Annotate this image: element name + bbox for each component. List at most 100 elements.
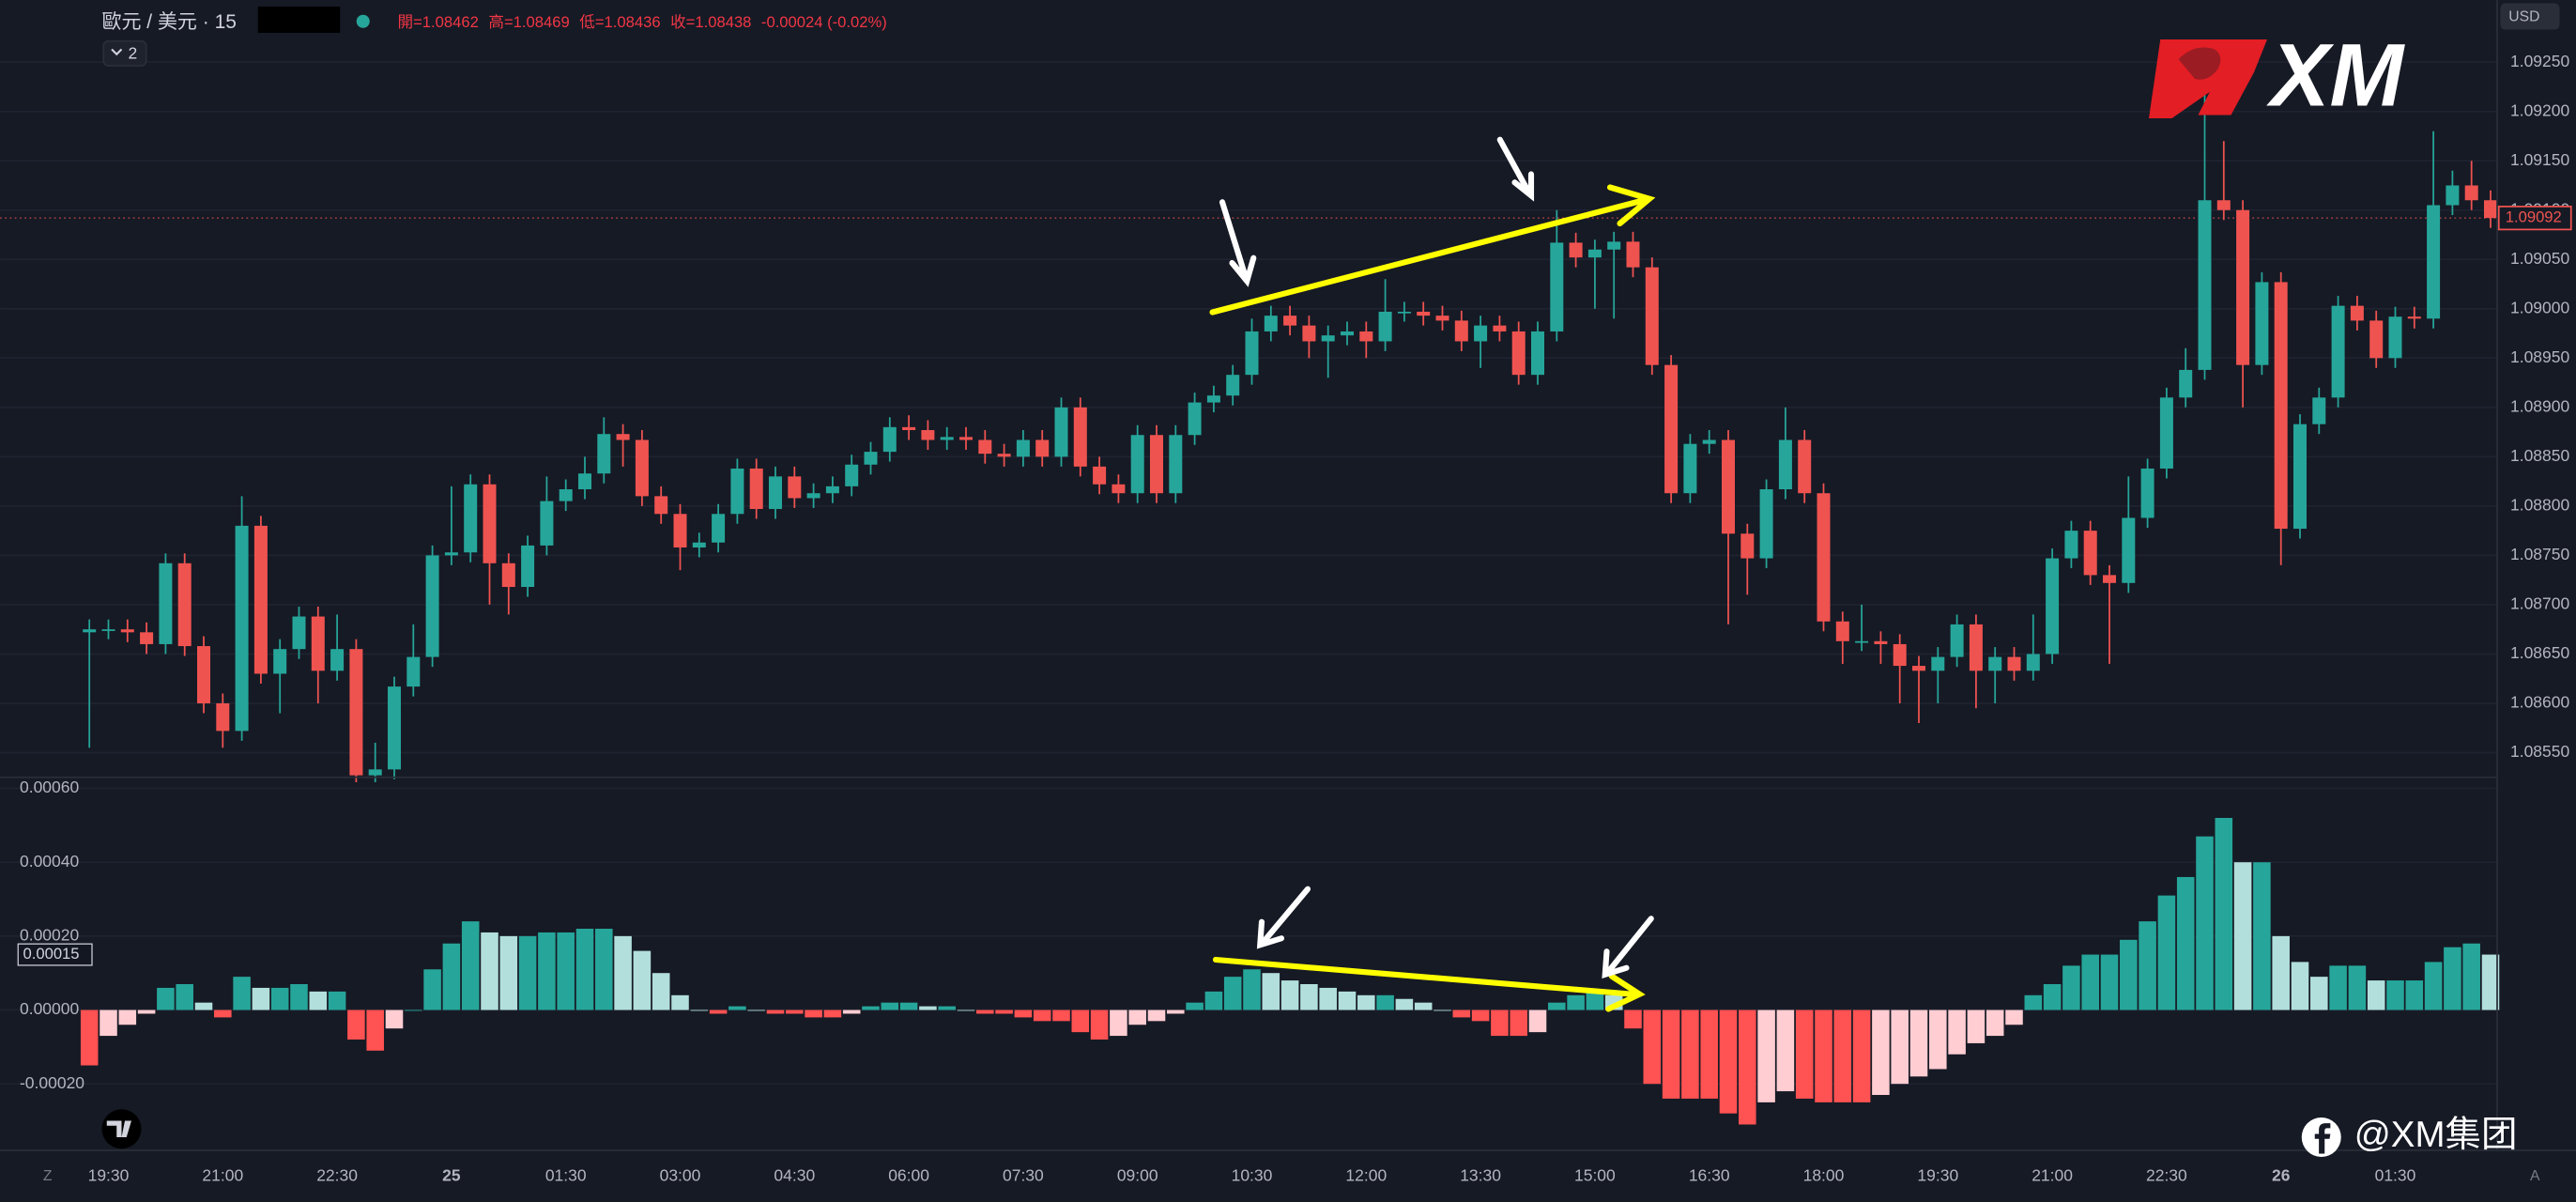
candle-body (1969, 624, 1983, 671)
candle-body (940, 437, 954, 440)
candle-body (388, 686, 402, 770)
histogram-bar (2405, 980, 2424, 1010)
x-tick-label: 19:30 (88, 1166, 130, 1185)
candle-body (2122, 517, 2136, 583)
x-tick-label: 03:00 (660, 1166, 701, 1185)
histogram-bar (1491, 1009, 1509, 1037)
histogram-bar (1852, 1009, 1871, 1102)
candle-body (2179, 369, 2193, 398)
histogram-bar (2291, 962, 2309, 1010)
candle-body (559, 489, 573, 501)
candle-body (101, 629, 115, 631)
candle-body (2464, 185, 2478, 201)
candle-body (2369, 320, 2384, 359)
candle-body (2255, 282, 2269, 365)
candle-body (2046, 558, 2060, 655)
candle-body (1454, 320, 1468, 342)
candle-body (597, 434, 611, 474)
candle-body (1359, 331, 1373, 342)
histogram-bar (1967, 1009, 1986, 1043)
candle-body (1740, 533, 1755, 559)
candle-body (273, 649, 287, 674)
histogram-bar (652, 973, 670, 1010)
histogram-bar (1567, 994, 1585, 1010)
candle-body (1988, 656, 2002, 671)
candle-body (1474, 325, 1488, 342)
arrowhead (1256, 918, 1285, 949)
histogram-bar (2386, 980, 2404, 1010)
x-tick-label: 21:00 (2032, 1166, 2073, 1185)
histogram-bar (671, 994, 689, 1010)
logo-text: XM (2265, 25, 2405, 125)
candle-body (2159, 397, 2173, 469)
histogram-bar (1739, 1009, 1756, 1125)
histogram-bar (1586, 991, 1604, 1010)
candle-body (769, 476, 783, 510)
status-dot (356, 14, 370, 28)
histogram-bar (1395, 998, 1414, 1010)
histogram-bar (290, 984, 308, 1010)
histogram-bar (100, 1009, 117, 1037)
histogram-bar (233, 977, 251, 1010)
histogram-bar (309, 991, 328, 1010)
histogram-bar (2462, 943, 2480, 1010)
histogram-bar (214, 1009, 232, 1018)
histogram-bar (1414, 1002, 1433, 1010)
histogram-bar (1624, 1009, 1642, 1029)
candle-body (1073, 407, 1087, 467)
histogram-bar (499, 935, 518, 1010)
histogram-bar (786, 1009, 804, 1014)
candle-body (2388, 316, 2402, 359)
y-tick-label: 0.00000 (20, 999, 79, 1018)
pointer-arrow (1262, 886, 1311, 944)
histogram-bar (2367, 980, 2385, 1010)
x-tick-label: 15:00 (1574, 1166, 1616, 1185)
candle-body (2446, 185, 2460, 206)
x-tick-label: 22:30 (316, 1166, 358, 1185)
candle-body (712, 514, 726, 543)
arrowhead (1606, 184, 1656, 227)
trend-line-histogram (1212, 956, 1636, 997)
candle-body (425, 555, 439, 657)
currency-label[interactable]: USD (2508, 9, 2539, 25)
candle-body (1645, 267, 1659, 365)
histogram-bar (2043, 984, 2062, 1010)
histogram-bar (1929, 1009, 1947, 1070)
y-tick-label: 1.09000 (2510, 298, 2569, 316)
candle-body (1226, 375, 1240, 396)
histogram-bar (2329, 965, 2347, 1010)
histogram-bar (690, 1009, 709, 1011)
candle-body (1911, 666, 1925, 671)
currency-button[interactable] (2500, 3, 2560, 30)
histogram-bar (2424, 962, 2443, 1010)
candle-body (197, 646, 211, 703)
histogram-bar (919, 1006, 937, 1010)
histogram-bar (481, 932, 498, 1010)
cursor-value-box (17, 943, 93, 966)
candle-body (311, 616, 325, 671)
candle-body (2350, 305, 2364, 321)
candle-body (749, 468, 763, 510)
chevron-icon (111, 48, 123, 56)
indicator-count[interactable]: 2 (129, 43, 138, 62)
candle-body (1587, 249, 1602, 258)
candle-body (902, 426, 916, 430)
histogram-bar (805, 1009, 822, 1018)
histogram-bar (1700, 1009, 1718, 1099)
indicator-toggle[interactable] (102, 39, 147, 67)
histogram-bar (1662, 1009, 1680, 1099)
y-tick-label: 1.08950 (2510, 347, 2569, 366)
histogram-bar (2081, 954, 2099, 1010)
histogram-bar (2100, 954, 2119, 1010)
histogram-bar (252, 987, 270, 1010)
histogram-bar (2233, 862, 2252, 1010)
histogram-bar (347, 1009, 365, 1040)
candle-body (864, 452, 878, 465)
y-tick-label: 1.08600 (2510, 693, 2569, 712)
candle-body (1188, 402, 1202, 436)
candle-body (501, 562, 515, 588)
symbol-title: 歐元 / 美元 · 15 (102, 11, 237, 33)
candle-body (2216, 200, 2231, 210)
histogram-bar (1357, 994, 1375, 1010)
